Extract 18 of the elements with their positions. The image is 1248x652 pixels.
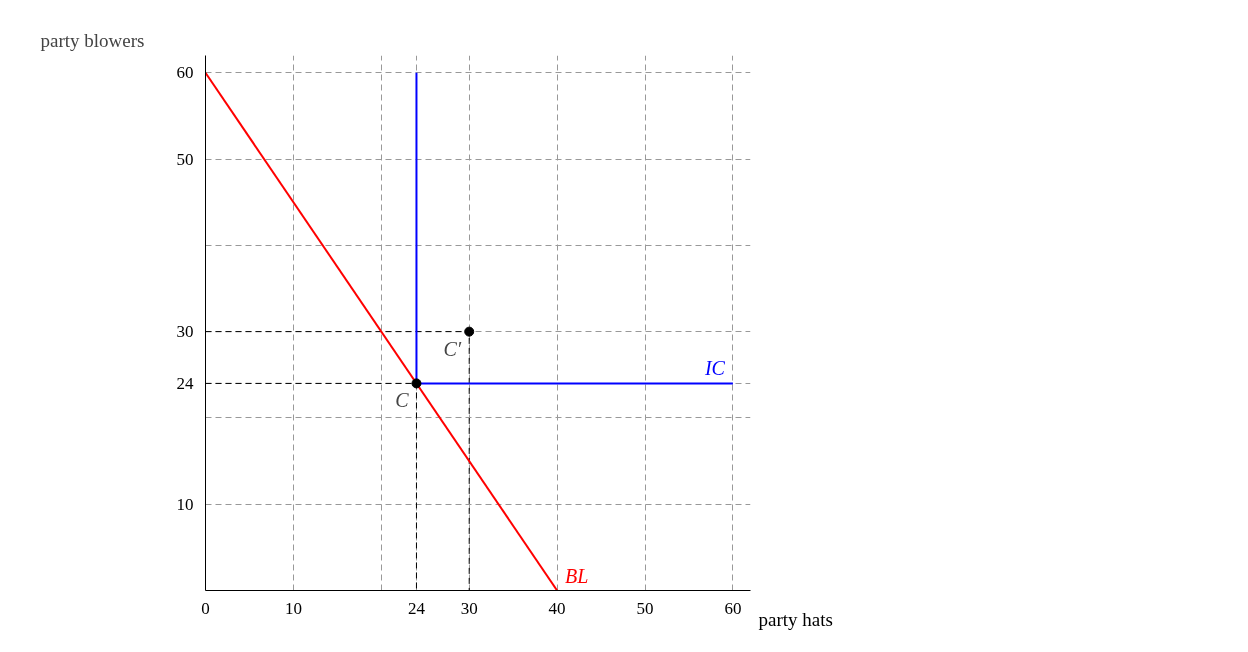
- annotation: C′: [443, 337, 462, 360]
- x-tick-label: 30: [460, 598, 478, 618]
- x-axis-title: party hats: [758, 608, 833, 630]
- x-tick-label: 50: [636, 598, 654, 618]
- y-tick-label: 10: [176, 494, 194, 514]
- annotation: C: [395, 389, 410, 412]
- y-tick-label: 60: [176, 63, 194, 83]
- y-tick-label: 24: [176, 373, 194, 393]
- series-label: IC: [703, 357, 726, 380]
- x-tick-label: 60: [724, 598, 742, 618]
- series-label: BL: [565, 564, 589, 587]
- y-axis-title: party blowers: [40, 29, 145, 51]
- x-tick-label: 10: [284, 598, 302, 618]
- y-tick-label: 30: [176, 322, 194, 342]
- x-tick-label: 40: [548, 598, 566, 618]
- x-tick-label: 0: [201, 598, 210, 618]
- x-tick-label: 24: [407, 598, 426, 618]
- y-tick-label: 50: [176, 149, 194, 169]
